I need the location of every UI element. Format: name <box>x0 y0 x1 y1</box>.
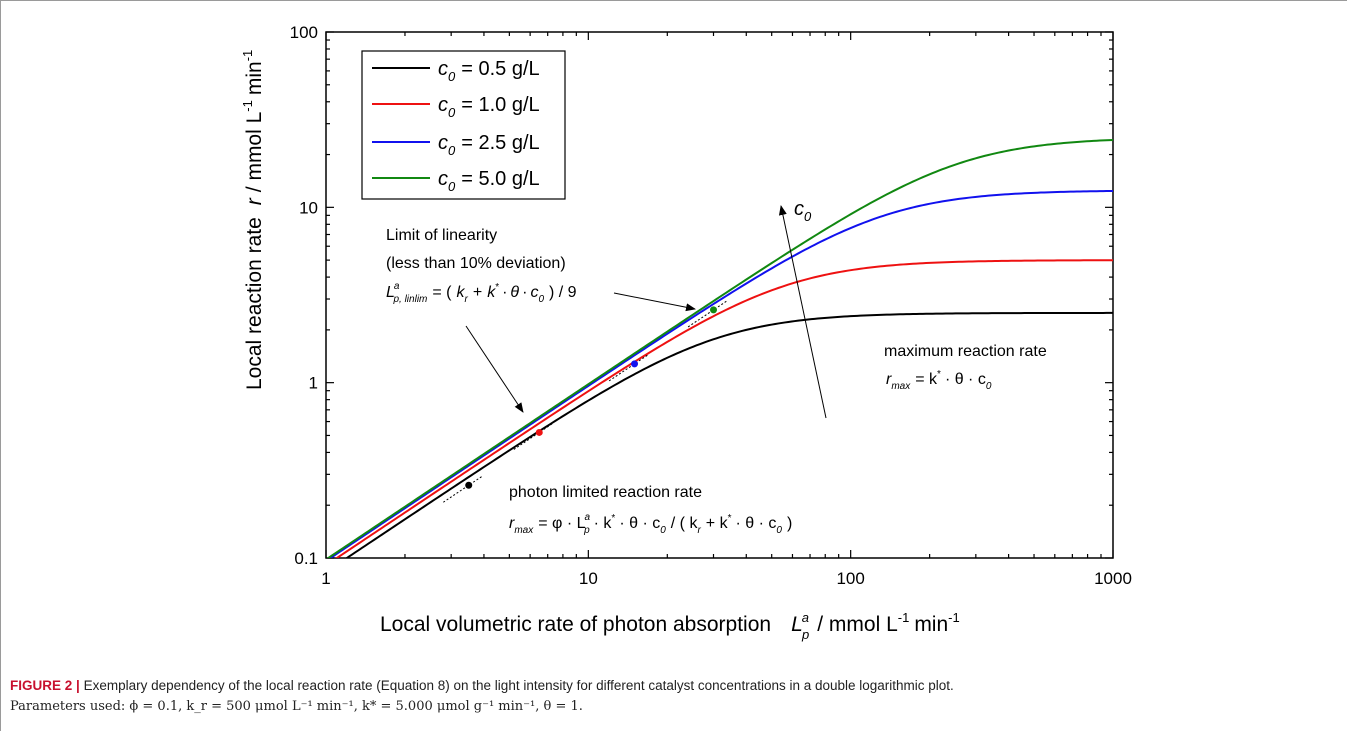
caption-text: Exemplary dependency of the local reacti… <box>83 678 954 693</box>
caption-params: Parameters used: ϕ = 0.1, k_r = 500 μmol… <box>10 699 583 714</box>
max-rate-title: maximum reaction rate <box>884 343 1047 360</box>
linlim-point-2 <box>631 360 639 368</box>
plot-frame <box>325 31 1114 559</box>
legend-label-1: c0 = 1.0 g/L <box>438 94 540 120</box>
photon-limited-annotation: photon limited reaction rate rmax = φ · L… <box>509 484 792 536</box>
x-tick-label: 100 <box>836 569 864 588</box>
series-line-0 <box>345 311 1113 558</box>
legend-label-0: c0 = 0.5 g/L <box>438 58 540 84</box>
frame-border-top <box>0 0 1347 1</box>
legend-item-3: c0 = 5.0 g/L <box>372 168 540 194</box>
legend-item-1: c0 = 1.0 g/L <box>372 94 540 120</box>
y-tick-label: 1 <box>309 374 318 393</box>
legend: c0 = 0.5 g/L c0 = 1.0 g/L c0 = 2.5 g/L c0 = … <box>361 50 566 200</box>
arrow-c0-label: c0 <box>794 198 812 224</box>
legend-box <box>361 50 566 200</box>
series-line-2 <box>328 189 1113 558</box>
linlim-arrow-right <box>613 292 696 312</box>
max-rate-formula: rmax = k* · θ · c0 <box>886 369 992 392</box>
linlim-formula: La p, linlim = (kr + k* · θ · c0) / 9 <box>386 281 577 305</box>
x-tick-label: 10 <box>579 569 598 588</box>
figure-caption: FIGURE 2 | Exemplary dependency of the l… <box>10 675 1330 717</box>
linlim-point-3 <box>709 306 717 314</box>
linlim-annotation: Limit of linearity (less than 10% deviat… <box>386 227 577 305</box>
max-rate-annotation: maximum reaction rate rmax = k* · θ · c0 <box>884 343 1047 392</box>
linlim-point-1 <box>535 428 543 436</box>
legend-label-3: c0 = 5.0 g/L <box>438 168 540 194</box>
y-axis-title: Local reaction rater/ mmol L-1min-1 <box>240 50 266 390</box>
y-tick-label: 100 <box>290 23 318 42</box>
series-line-3 <box>326 138 1113 558</box>
x-tick-label: 1000 <box>1094 569 1132 588</box>
linlim-arrow-down <box>465 325 524 413</box>
photon-limited-formula: rmax = φ · La p · k* · θ · c0/ ( kr + k* · θ ·… <box>509 512 792 536</box>
series-line-1 <box>335 259 1113 558</box>
frame-border-left <box>0 0 1 731</box>
legend-item-2: c0 = 2.5 g/L <box>372 132 540 158</box>
x-axis-title: Local volumetric rate of photon absorpti… <box>380 610 960 642</box>
y-tick-label: 10 <box>299 198 318 217</box>
legend-item-0: c0 = 0.5 g/L <box>372 58 540 84</box>
c0-increase-arrow <box>778 205 827 419</box>
y-tick-label: 0.1 <box>294 549 318 568</box>
caption-line-1: FIGURE 2 | Exemplary dependency of the l… <box>10 675 1330 696</box>
legend-label-2: c0 = 2.5 g/L <box>438 132 540 158</box>
caption-label: FIGURE 2 | <box>10 678 80 693</box>
linlim-line2: (less than 10% deviation) <box>386 255 566 272</box>
linlim-point-0 <box>465 481 473 489</box>
linlim-line1: Limit of linearity <box>386 227 497 244</box>
x-tick-label: 1 <box>321 569 330 588</box>
photon-limited-title: photon limited reaction rate <box>509 484 702 501</box>
series-group <box>326 138 1113 558</box>
